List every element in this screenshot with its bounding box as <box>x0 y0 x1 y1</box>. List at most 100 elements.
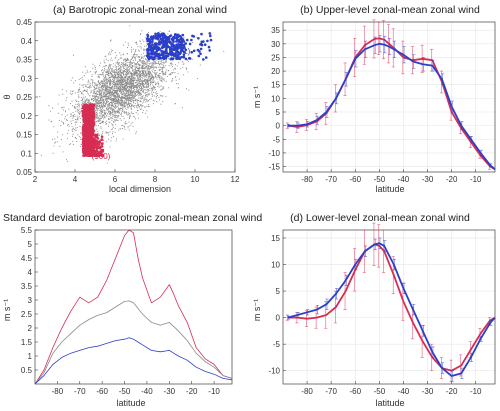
panel-a-point-all <box>128 103 130 106</box>
panel-a-point-all <box>137 49 139 51</box>
panel-a-point-high <box>172 38 175 41</box>
panel-a-point-all <box>123 63 125 65</box>
panel-a-point-all <box>161 63 163 65</box>
panel-a-point-all <box>171 80 173 82</box>
panel-a-point-all <box>145 98 147 100</box>
panel-a-point-all <box>127 47 129 49</box>
panel-a-point-all <box>102 73 104 75</box>
panel-a-point-all <box>127 77 129 79</box>
panel-a-point-all <box>84 101 86 103</box>
panel-a-point-all <box>117 105 119 107</box>
panel-a-point-all <box>109 79 111 81</box>
panel-a-point-all <box>74 122 76 124</box>
panel-a-point-all <box>110 117 112 119</box>
panel-a-point-high <box>188 42 192 46</box>
panel-a-point-all <box>124 122 126 124</box>
panel-a-point-all <box>78 96 80 99</box>
panel-a-point-all <box>162 64 164 66</box>
panel-a-point-all <box>134 77 136 79</box>
panel-a-point-low <box>88 139 92 143</box>
panel-a-point-all <box>75 110 77 112</box>
panel-a-point-all <box>112 83 115 85</box>
panel-a-point-all <box>139 109 141 111</box>
panel-a-point-all <box>106 162 108 164</box>
panel-a-point-all <box>76 141 78 143</box>
panel-a-point-all <box>145 101 147 103</box>
panel-a-point-all <box>71 125 73 128</box>
panel-a-point-all <box>102 71 104 73</box>
panel-a-point-all <box>96 112 98 115</box>
panel-a-point-all <box>148 65 150 67</box>
panel-a-point-all <box>141 79 143 81</box>
panel-a-point-all <box>116 60 118 62</box>
panel-a-point-all <box>199 64 201 66</box>
panel-a-point-all <box>160 80 162 82</box>
panel-a-point-all <box>137 83 139 86</box>
panel-a-point-high <box>175 33 179 37</box>
panel-a-point-all <box>143 59 145 61</box>
panel-a-point-all <box>92 100 94 102</box>
panel-a-point-all <box>196 36 198 38</box>
panel-a-point-all <box>146 81 149 83</box>
panel-a-point-all <box>50 121 52 123</box>
panel-a-point-all <box>113 86 116 88</box>
panel-a-point-all <box>137 46 139 48</box>
panel-a-point-all <box>138 68 140 70</box>
panel-a-point-high <box>182 40 186 43</box>
panel-a-point-all <box>106 87 108 89</box>
panel-a-point-all <box>110 95 112 97</box>
panel-a-point-all <box>116 119 118 121</box>
panel-a-point-all <box>174 76 176 78</box>
panel-a-point-all <box>83 83 85 86</box>
panel-a-point-low <box>85 134 89 137</box>
panel-a-point-all <box>126 113 128 115</box>
panel-a-point-all <box>134 63 136 66</box>
panel-a-point-all <box>140 46 142 48</box>
panel-a-point-all <box>112 121 114 123</box>
panel-a-point-all <box>104 115 106 117</box>
panel-a-point-high <box>161 56 164 60</box>
panel-a-point-high <box>182 43 186 47</box>
panel-a-point-all <box>108 107 110 109</box>
panel-a-point-all <box>126 71 128 74</box>
panel-a-point-all <box>123 85 125 87</box>
panel-a-point-all <box>110 74 112 76</box>
panel-a-point-high <box>175 49 179 53</box>
panel-a-point-all <box>131 74 134 76</box>
panel-a-point-all <box>138 59 140 61</box>
panel-a-point-all <box>132 81 135 83</box>
panel-a-point-all <box>69 103 72 105</box>
panel-a-point-all <box>144 72 147 74</box>
panel-a-point-all <box>101 107 103 109</box>
panel-a-point-all <box>124 128 126 130</box>
panel-a-point-all <box>100 81 102 84</box>
panel-a-point-all <box>124 97 127 99</box>
panel-a-point-high <box>170 43 174 47</box>
panel-a-point-all <box>141 108 143 110</box>
panel-a-point-all <box>110 51 113 53</box>
panel-a-point-all <box>117 64 120 66</box>
panel-a-point-all <box>130 87 132 90</box>
panel-a-point-all <box>146 68 148 70</box>
panel-a-xtick-label: 10 <box>191 175 200 184</box>
panel-a-point-all <box>152 90 154 92</box>
panel-a-point-high <box>206 39 209 43</box>
panel-a-point-all <box>127 91 129 93</box>
panel-a-point-all <box>98 95 100 97</box>
panel-a-point-all <box>56 136 59 138</box>
panel-a-point-all <box>165 60 167 62</box>
panel-a-point-all <box>111 117 113 119</box>
panel-a-point-all <box>138 95 140 97</box>
panel-a-point-all <box>97 81 99 83</box>
panel-a-point-all <box>141 76 143 78</box>
panel-a-point-all <box>145 81 147 83</box>
panel-b-xtick-label: -80 <box>301 175 313 184</box>
panel-a-point-all <box>144 73 146 75</box>
panel-a-point-all <box>147 69 149 71</box>
panel-a-point-all <box>98 77 100 79</box>
panel-a-point-all <box>106 115 108 117</box>
panel-a-point-all <box>116 90 118 92</box>
panel-a-point-all <box>100 99 102 101</box>
panel-a-point-high <box>182 55 186 59</box>
panel-a-point-all <box>133 59 135 62</box>
